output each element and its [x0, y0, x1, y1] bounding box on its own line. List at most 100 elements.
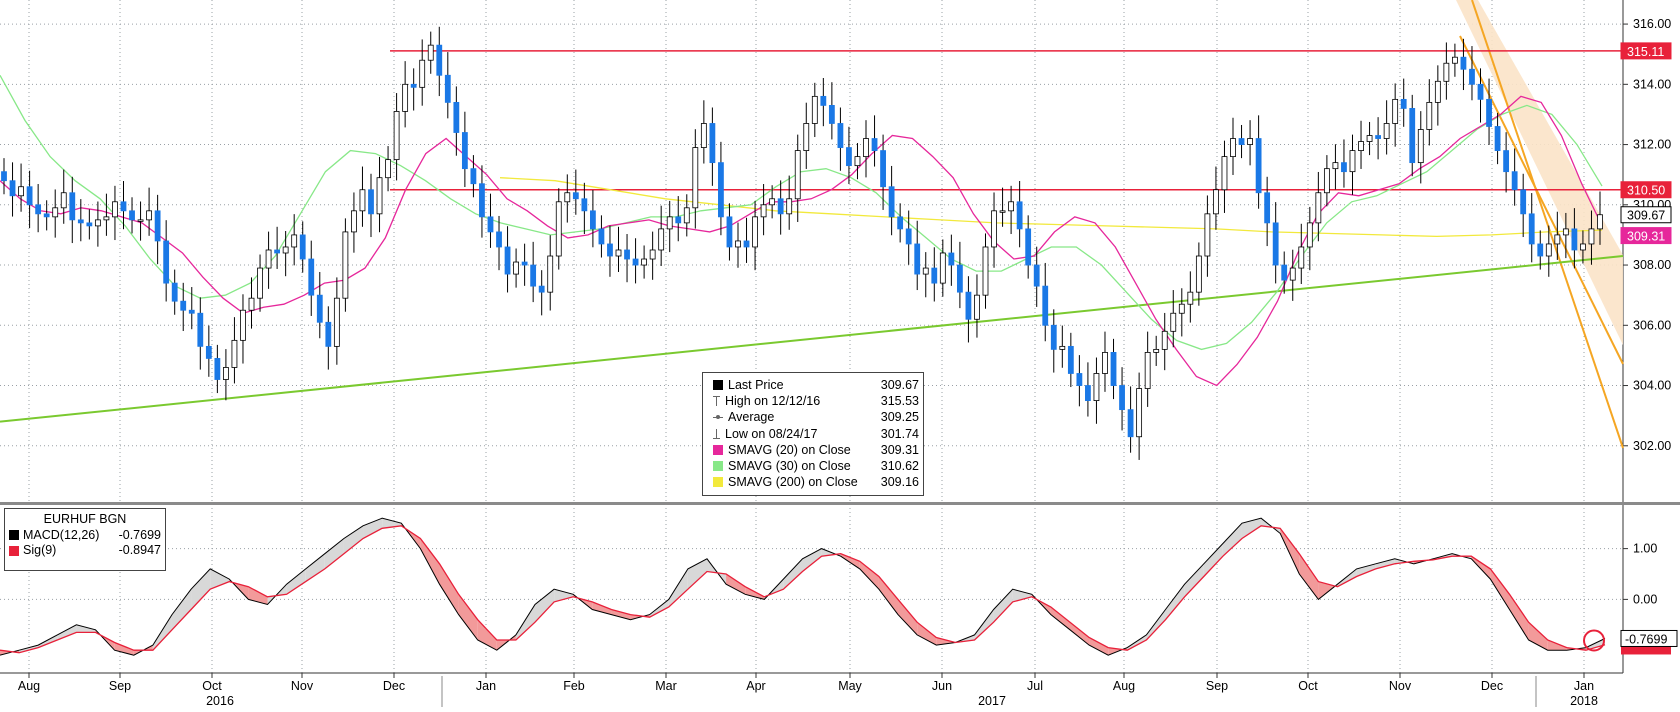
candle-body	[1588, 228, 1595, 245]
candle-body	[555, 201, 562, 257]
candle-body	[26, 186, 33, 206]
candle-body	[1178, 303, 1185, 314]
candle-body	[718, 162, 724, 218]
sma200-line	[499, 177, 1603, 238]
candle-body	[607, 243, 613, 257]
macd-histogram-fill	[1203, 543, 1223, 577]
last-price-swatch	[713, 380, 723, 391]
candle-body	[572, 192, 579, 200]
candle-body	[444, 74, 451, 103]
macd-histogram-fill	[840, 553, 860, 569]
candle-body	[69, 192, 76, 221]
signal-value: -0.8947	[118, 543, 161, 557]
candle-body	[1016, 201, 1023, 230]
legend-label: High on 12/12/16	[725, 394, 821, 409]
candle-body	[1349, 150, 1356, 173]
candle-body	[846, 147, 852, 167]
candle-body	[820, 95, 827, 106]
month-label: Jul	[1027, 679, 1043, 693]
level-tag-box	[1620, 42, 1672, 60]
candle-body	[666, 216, 673, 230]
legend-label: SMAVG (200) on Close	[728, 475, 858, 490]
macd-histogram-fill	[1528, 622, 1548, 651]
candle-body	[120, 201, 127, 212]
candle-body	[956, 264, 963, 293]
candle-body	[77, 219, 84, 224]
candle-body	[1554, 234, 1561, 245]
candle-body	[803, 123, 810, 151]
candle-body	[1008, 201, 1015, 212]
legend-value: 309.16	[880, 475, 919, 490]
candle-body	[735, 240, 741, 248]
candle-body	[1537, 243, 1544, 257]
legend-row-low: Low on 08/24/17 301.74	[707, 426, 919, 442]
low-marker-icon	[713, 428, 720, 439]
month-label: Sep	[1206, 679, 1228, 693]
channel-upper-line	[1459, 35, 1624, 365]
candle-body	[240, 309, 246, 341]
candle-body	[9, 180, 16, 197]
candle-body	[146, 210, 152, 221]
candle-body	[598, 228, 605, 245]
candle-body	[1195, 255, 1202, 293]
signal-swatch	[9, 545, 19, 556]
candle-body	[86, 222, 93, 227]
macd-histogram-fill	[917, 622, 937, 646]
candle-body	[530, 264, 537, 287]
candle-body	[1443, 62, 1450, 82]
macd-histogram-fill	[343, 525, 364, 554]
candle-body	[905, 228, 912, 245]
candle-body	[342, 231, 349, 299]
candle-body	[504, 246, 511, 275]
uptrend-line	[0, 255, 1624, 423]
candle-body	[1392, 98, 1399, 124]
candle-body	[999, 210, 1006, 213]
macd-line	[0, 517, 1606, 656]
candle-body	[863, 138, 869, 158]
candle-body	[1409, 108, 1416, 164]
candle-body	[991, 210, 997, 248]
high-marker-icon	[713, 396, 720, 407]
candle-body	[43, 213, 50, 218]
candle-body	[1076, 373, 1083, 386]
candle-body	[333, 297, 340, 347]
macd-row: MACD(12,26) -0.7699	[9, 528, 161, 544]
candle-body	[1272, 222, 1279, 266]
month-label: Dec	[383, 679, 405, 693]
candle-body	[709, 123, 716, 164]
candle-body	[436, 44, 443, 76]
trend-channel-fill	[1456, 0, 1623, 345]
candle-body	[658, 228, 665, 251]
candle-body	[154, 210, 161, 242]
sma20-tag-box	[1620, 227, 1672, 245]
candle-body	[1110, 352, 1117, 386]
macd-histogram-fill	[382, 518, 402, 529]
candle-body	[948, 252, 955, 266]
candle-body	[1085, 385, 1091, 401]
price-tick-label: 304.00	[1633, 379, 1671, 393]
month-label: Oct	[202, 679, 222, 693]
candle-body	[427, 44, 434, 61]
sma20-line	[0, 95, 1603, 387]
month-label: Sep	[109, 679, 131, 693]
candle-body	[248, 297, 255, 311]
candle-body	[1426, 101, 1433, 130]
candle-body	[828, 105, 835, 124]
macd-histogram-fill	[878, 576, 899, 615]
candle-body	[214, 358, 221, 380]
macd-tick-label: 0.00	[1633, 592, 1657, 606]
candle-body	[1366, 135, 1373, 142]
macd-histogram-fill	[1127, 634, 1147, 651]
candle-body	[274, 249, 281, 254]
month-label: Dec	[1481, 679, 1503, 693]
macd-histogram-fill	[114, 642, 134, 656]
candle-body	[35, 204, 42, 215]
average-marker-icon	[713, 412, 723, 422]
legend-row-sma30: SMAVG (30) on Close 310.62	[707, 458, 919, 474]
candle-body	[1255, 138, 1262, 194]
candle-body	[496, 231, 502, 248]
candle-body	[1400, 98, 1407, 109]
candle-body	[1170, 312, 1177, 332]
candle-body	[1341, 162, 1347, 173]
